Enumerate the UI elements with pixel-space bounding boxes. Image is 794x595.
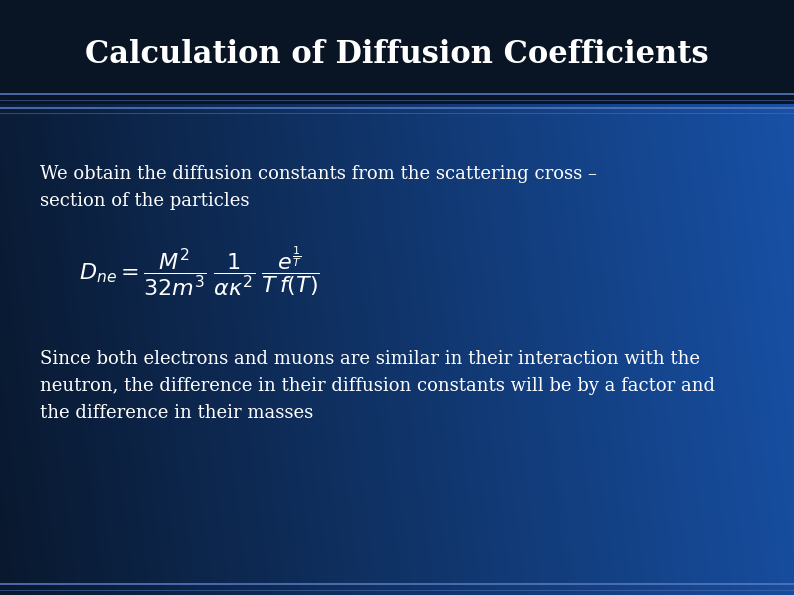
Text: $D_{ne} = \dfrac{M^2}{32m^3}\;\dfrac{1}{\alpha\kappa^2}\;\dfrac{e^{\frac{1}{T}}}: $D_{ne} = \dfrac{M^2}{32m^3}\;\dfrac{1}{…	[79, 244, 320, 298]
Text: Calculation of Diffusion Coefficients: Calculation of Diffusion Coefficients	[85, 39, 709, 70]
Text: neutron, the difference in their diffusion constants will be by a factor and: neutron, the difference in their diffusi…	[40, 377, 715, 394]
Text: section of the particles: section of the particles	[40, 193, 249, 211]
Text: the difference in their masses: the difference in their masses	[40, 403, 313, 422]
Text: Since both electrons and muons are similar in their interaction with the: Since both electrons and muons are simil…	[40, 349, 700, 368]
Text: We obtain the diffusion constants from the scattering cross –: We obtain the diffusion constants from t…	[40, 165, 596, 183]
